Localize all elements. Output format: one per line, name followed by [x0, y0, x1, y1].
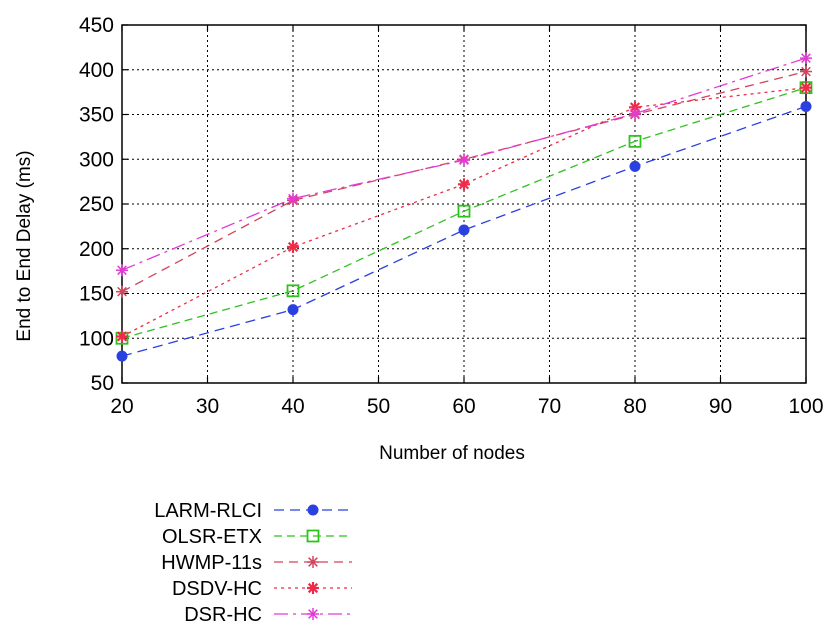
data-point-dsdv-hc — [287, 240, 299, 253]
x-tick-label: 60 — [452, 395, 475, 418]
series-line-larm-rlci — [121, 105, 807, 357]
y-tick-label: 450 — [79, 14, 114, 37]
legend-label: OLSR-ETX — [162, 526, 262, 548]
x-tick-label: 40 — [281, 395, 304, 418]
data-point-hwmp-11s — [116, 285, 128, 298]
legend-item-olsr-etx: OLSR-ETX — [162, 526, 352, 548]
data-point-larm-rlci — [458, 224, 470, 236]
data-point-olsr-etx — [286, 284, 300, 298]
data-point-dsr-hc — [458, 154, 470, 167]
y-tick-label: 100 — [79, 327, 114, 350]
legend-swatch-marker — [307, 608, 319, 620]
series-larm-rlci — [116, 100, 812, 362]
data-point-larm-rlci — [116, 350, 128, 362]
data-point-dsdv-hc — [458, 178, 470, 191]
legend-label: LARM-RLCI — [154, 500, 262, 522]
data-point-olsr-etx — [628, 134, 642, 148]
x-tick-label: 100 — [788, 395, 823, 418]
legend-swatch-marker — [307, 504, 319, 516]
x-tick-label: 30 — [196, 395, 219, 418]
legend-label: HWMP-11s — [161, 552, 262, 574]
data-point-dsr-hc — [287, 192, 299, 205]
x-tick-label: 90 — [709, 395, 732, 418]
data-point-hwmp-11s — [800, 65, 812, 78]
legend-swatch-marker — [307, 582, 319, 594]
series-group — [115, 52, 813, 362]
y-axis-title: End to End Delay (ms) — [14, 150, 35, 341]
series-dsr-hc — [116, 52, 812, 277]
data-point-dsr-hc — [629, 107, 641, 120]
y-tick-label: 150 — [79, 283, 114, 306]
legend-item-larm-rlci: LARM-RLCI — [154, 500, 352, 522]
x-axis-ticks: 20 30 40 50 60 70 80 90 100 — [110, 25, 824, 418]
y-tick-label: 400 — [79, 59, 114, 82]
data-point-dsr-hc — [800, 52, 812, 65]
legend-swatch-marker — [306, 529, 320, 543]
series-line-dsdv-hc — [121, 87, 807, 338]
series-line-hwmp-11s — [121, 70, 807, 293]
data-point-larm-rlci — [800, 100, 812, 112]
y-tick-label: 350 — [79, 104, 114, 127]
legend-swatch-marker — [307, 556, 319, 568]
data-point-dsr-hc — [116, 264, 128, 277]
y-tick-label: 250 — [79, 193, 114, 216]
x-tick-label: 20 — [110, 395, 133, 418]
data-point-larm-rlci — [629, 160, 641, 172]
legend-item-hwmp-11s: HWMP-11s — [161, 552, 352, 574]
y-axis-ticks: 50 100 150 200 250 300 350 400 450 — [79, 14, 806, 395]
data-point-larm-rlci — [287, 304, 299, 316]
grid — [122, 25, 806, 383]
series-line-olsr-etx — [121, 87, 807, 339]
x-axis-title: Number of nodes — [379, 443, 525, 464]
legend-label: DSDV-HC — [172, 578, 262, 600]
y-tick-label: 200 — [79, 238, 114, 261]
x-tick-label: 70 — [538, 395, 561, 418]
data-point-dsdv-hc — [116, 330, 128, 343]
x-tick-label: 50 — [367, 395, 390, 418]
y-tick-label: 50 — [91, 372, 114, 395]
data-point-dsdv-hc — [800, 81, 812, 94]
x-tick-label: 80 — [623, 395, 646, 418]
legend: LARM-RLCI OLSR-ETX HWMP-11s DSDV-HC DSR-HC — [154, 500, 352, 626]
y-tick-label: 300 — [79, 148, 114, 171]
legend-label: DSR-HC — [184, 604, 262, 626]
data-point-olsr-etx — [457, 204, 471, 218]
legend-item-dsdv-hc: DSDV-HC — [172, 578, 352, 600]
legend-item-dsr-hc: DSR-HC — [184, 604, 352, 626]
